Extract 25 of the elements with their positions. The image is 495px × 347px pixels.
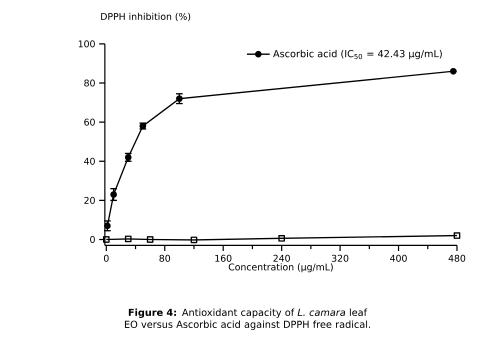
x-tick-label: 0 (104, 254, 109, 262)
y-tick-label: 100 (78, 40, 95, 48)
y-axis-title: DPPH inhibition (%) (101, 12, 190, 22)
point (278, 234, 285, 242)
y-tick-label: 40 (84, 158, 95, 165)
x-tick-label: 480 (448, 254, 466, 262)
y-tick-label: 20 (84, 196, 95, 204)
point (110, 191, 117, 198)
x-tick-label: 80 (159, 254, 170, 262)
point (146, 236, 154, 243)
point (190, 236, 198, 244)
x-tick-label: 240 (273, 254, 290, 262)
x-tick-label: 320 (332, 254, 348, 262)
point (124, 236, 132, 242)
x-axis-title: Concentration (µg/mL) (228, 263, 333, 272)
y-tick-label: 0 (90, 236, 95, 243)
point (102, 236, 110, 243)
legend-label: Ascorbic acid (IC$_{50}$ = 42.43 µg/mL) (273, 50, 442, 60)
x-tick-label: 160 (215, 254, 232, 262)
text: Figure 4: Antioxidant capacity of L. camara leaf EO versus Ascorbic acid against DPPH free radical. (124, 308, 370, 330)
y-tick-label: 80 (84, 79, 95, 86)
point (176, 95, 183, 102)
x-tick-label: 400 (390, 254, 407, 262)
y-tick-label: 60 (84, 118, 95, 126)
point (454, 232, 460, 239)
